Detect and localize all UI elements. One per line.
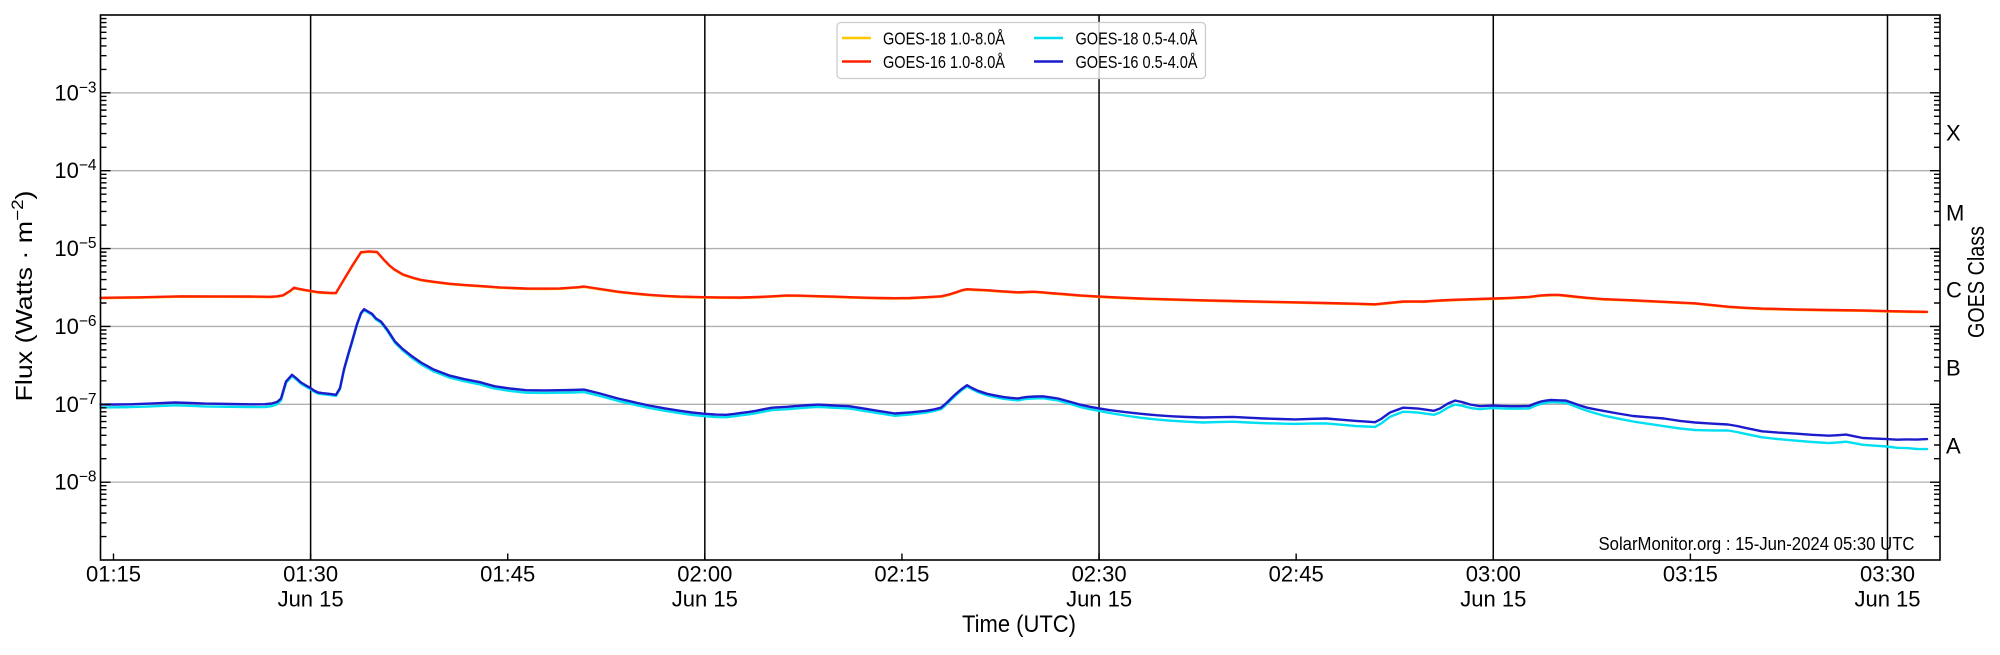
svg-text:Flux (Watts · m−2): Flux (Watts · m−2) [9,191,37,402]
svg-text:01:45: 01:45 [480,562,535,587]
svg-text:02:30: 02:30 [1072,562,1127,587]
svg-text:Time (UTC): Time (UTC) [962,611,1076,638]
svg-text:02:45: 02:45 [1269,562,1324,587]
svg-text:03:15: 03:15 [1663,562,1718,587]
svg-text:A: A [1946,433,1961,458]
svg-text:X: X [1946,120,1961,145]
svg-text:02:15: 02:15 [874,562,929,587]
svg-text:Jun 15: Jun 15 [672,586,738,611]
svg-text:03:00: 03:00 [1466,562,1521,587]
svg-text:Jun 15: Jun 15 [278,586,344,611]
svg-text:Jun 15: Jun 15 [1460,586,1526,611]
svg-text:10−8: 10−8 [54,469,96,495]
svg-text:GOES-16 1.0-8.0Å: GOES-16 1.0-8.0Å [883,52,1005,72]
svg-text:C: C [1946,277,1962,302]
svg-text:GOES-18 0.5-4.0Å: GOES-18 0.5-4.0Å [1076,28,1198,48]
svg-text:Jun 15: Jun 15 [1854,586,1920,611]
svg-text:M: M [1946,200,1964,225]
svg-text:SolarMonitor.org : 15-Jun-2024: SolarMonitor.org : 15-Jun-2024 05:30 UTC [1599,533,1915,554]
svg-text:GOES-16 0.5-4.0Å: GOES-16 0.5-4.0Å [1076,52,1198,72]
svg-text:03:30: 03:30 [1860,562,1915,587]
svg-text:01:15: 01:15 [86,562,141,587]
svg-text:01:30: 01:30 [283,562,338,587]
svg-text:GOES Class: GOES Class [1963,226,1989,338]
svg-text:Jun 15: Jun 15 [1066,586,1132,611]
svg-text:02:00: 02:00 [677,562,732,587]
svg-text:B: B [1946,355,1961,380]
svg-text:GOES-18 1.0-8.0Å: GOES-18 1.0-8.0Å [883,28,1005,48]
